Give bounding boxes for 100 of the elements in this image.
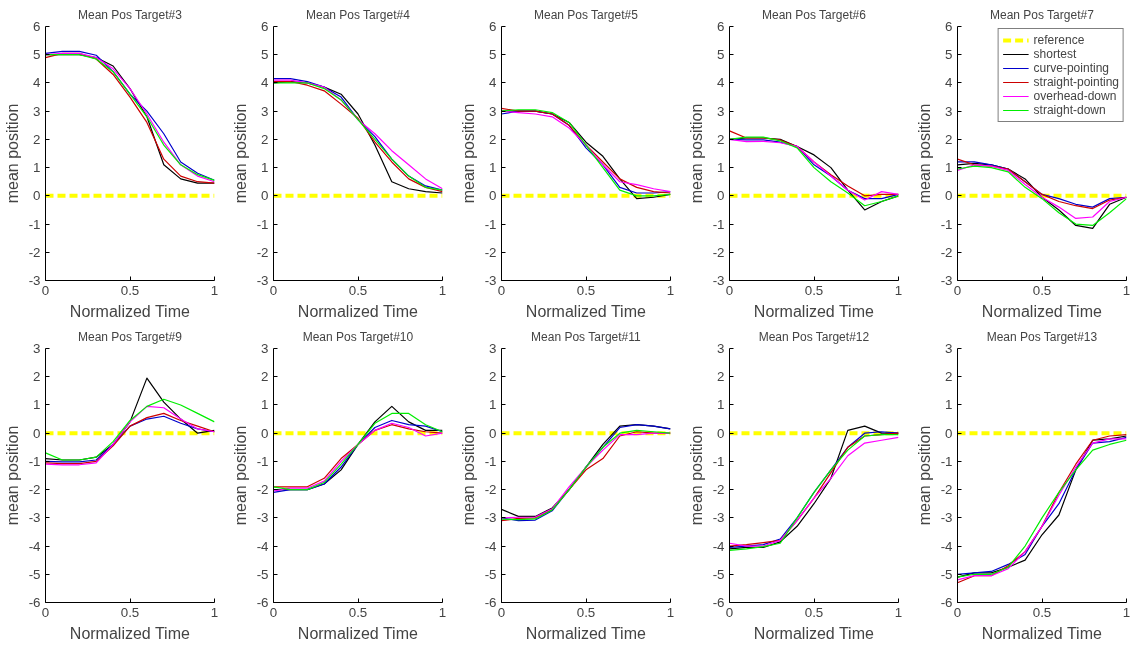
y-tick-label: 3 xyxy=(261,103,269,119)
x-tick-label: 0.5 xyxy=(576,604,596,620)
y-tick-label: 1 xyxy=(261,397,269,413)
chart-title: Mean Pos Target#10 xyxy=(302,329,414,344)
y-tick-label: 5 xyxy=(33,47,41,63)
x-tick-label: 0.5 xyxy=(804,604,824,620)
y-tick-label: 2 xyxy=(33,131,41,147)
y-tick-label: -6 xyxy=(256,595,269,610)
x-tick-label: 0.5 xyxy=(120,282,140,298)
x-tick-label: 0.5 xyxy=(120,604,140,620)
y-tick-label: 3 xyxy=(489,103,497,119)
x-tick-label: 1 xyxy=(210,604,219,620)
y-tick-label: 6 xyxy=(33,19,41,34)
y-axis-title: mean position xyxy=(231,425,249,526)
y-tick-label: 0 xyxy=(33,425,41,441)
y-tick-label: -5 xyxy=(940,566,953,582)
y-tick-label: -5 xyxy=(256,566,269,582)
y-tick-label: -2 xyxy=(256,244,269,260)
y-tick-label: 2 xyxy=(489,131,497,147)
y-tick-label: 4 xyxy=(717,75,726,91)
y-tick-label: 2 xyxy=(261,369,269,385)
y-tick-label: -1 xyxy=(712,216,725,232)
chart-title: Mean Pos Target#4 xyxy=(305,7,411,22)
y-tick-label: 1 xyxy=(33,160,41,176)
y-tick-label: -4 xyxy=(712,538,726,554)
x-axis-title: Normalized Time xyxy=(753,302,874,320)
x-tick-label: 1 xyxy=(666,604,675,620)
y-tick-label: -1 xyxy=(256,216,269,232)
y-tick-label: -3 xyxy=(484,273,497,288)
y-tick-label: -2 xyxy=(484,244,497,260)
y-tick-label: -6 xyxy=(712,595,725,610)
y-tick-label: 1 xyxy=(33,397,41,413)
y-axis-title: mean position xyxy=(915,103,933,204)
x-axis-title: Normalized Time xyxy=(525,302,646,320)
legend-label: straight-pointing xyxy=(1033,75,1119,89)
y-tick-label: 0 xyxy=(945,188,953,204)
y-tick-label: 4 xyxy=(261,75,270,91)
y-tick-label: -2 xyxy=(256,482,269,498)
x-tick-label: 0.5 xyxy=(1032,604,1052,620)
y-tick-label: -3 xyxy=(28,510,41,526)
y-tick-label: 1 xyxy=(945,160,953,176)
x-tick-label: 0.5 xyxy=(1032,282,1052,298)
y-tick-label: 3 xyxy=(945,103,953,119)
y-tick-label: -1 xyxy=(940,216,953,232)
y-tick-label: 1 xyxy=(945,397,953,413)
y-tick-label: 0 xyxy=(489,425,497,441)
y-tick-label: 5 xyxy=(489,47,497,63)
chart-title: Mean Pos Target#13 xyxy=(986,329,1098,344)
y-axis-title: mean position xyxy=(459,425,477,526)
y-tick-label: -3 xyxy=(28,273,41,288)
y-tick-label: 2 xyxy=(945,131,953,147)
y-tick-label: -4 xyxy=(484,538,498,554)
legend-label: shortest xyxy=(1033,47,1077,61)
x-tick-label: 0.5 xyxy=(804,282,824,298)
y-tick-label: -4 xyxy=(28,538,42,554)
x-axis-title: Normalized Time xyxy=(297,302,418,320)
y-tick-label: 3 xyxy=(945,341,953,356)
y-axis-title: mean position xyxy=(915,425,933,526)
y-tick-label: -1 xyxy=(484,453,497,469)
x-tick-label: 0.5 xyxy=(576,282,596,298)
y-tick-label: 3 xyxy=(717,103,725,119)
y-tick-label: -2 xyxy=(712,482,725,498)
y-tick-label: 5 xyxy=(945,47,953,63)
y-tick-label: 0 xyxy=(261,425,269,441)
legend-label: straight-down xyxy=(1033,103,1106,117)
y-tick-label: -5 xyxy=(712,566,725,582)
chart-title: Mean Pos Target#3 xyxy=(77,7,183,22)
y-tick-label: 0 xyxy=(717,425,725,441)
y-tick-label: -3 xyxy=(940,273,953,288)
y-tick-label: 3 xyxy=(33,103,41,119)
y-tick-label: -2 xyxy=(28,482,41,498)
y-tick-label: -1 xyxy=(256,453,269,469)
chart-title: Mean Pos Target#6 xyxy=(761,7,867,22)
y-tick-label: -4 xyxy=(256,538,270,554)
y-tick-label: -6 xyxy=(484,595,497,610)
chart-title: Mean Pos Target#12 xyxy=(758,329,870,344)
y-tick-label: 6 xyxy=(717,19,725,34)
y-tick-label: -3 xyxy=(712,273,725,288)
y-tick-label: 6 xyxy=(945,19,953,34)
x-tick-label: 1 xyxy=(666,282,675,298)
x-axis-title: Normalized Time xyxy=(753,624,874,642)
y-tick-label: 4 xyxy=(489,75,498,91)
y-tick-label: -4 xyxy=(940,538,954,554)
y-tick-label: -1 xyxy=(712,453,725,469)
y-tick-label: 0 xyxy=(33,188,41,204)
x-axis-title: Normalized Time xyxy=(69,624,190,642)
x-tick-label: 1 xyxy=(894,604,903,620)
y-axis-title: mean position xyxy=(3,425,21,526)
x-tick-label: 1 xyxy=(438,282,447,298)
y-tick-label: 2 xyxy=(33,369,41,385)
y-tick-label: 2 xyxy=(489,369,497,385)
y-tick-label: 3 xyxy=(33,341,41,356)
chart-title: Mean Pos Target#5 xyxy=(533,7,639,22)
y-tick-label: -3 xyxy=(940,510,953,526)
y-tick-label: 3 xyxy=(261,341,269,356)
y-tick-label: -6 xyxy=(28,595,41,610)
y-tick-label: 5 xyxy=(717,47,725,63)
y-tick-label: 4 xyxy=(945,75,954,91)
y-tick-label: -2 xyxy=(712,244,725,260)
y-tick-label: 0 xyxy=(717,188,725,204)
